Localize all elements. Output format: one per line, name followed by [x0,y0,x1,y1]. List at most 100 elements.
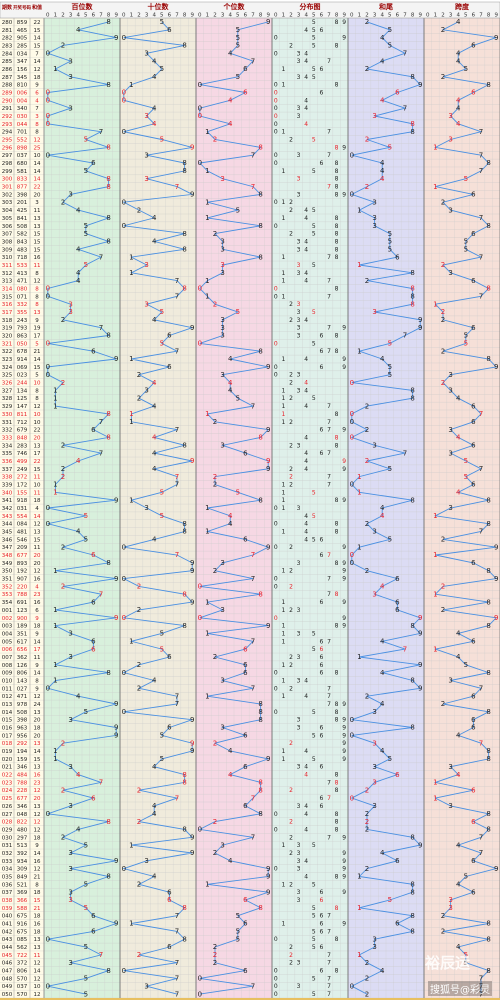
distribution-mark: 9 [342,873,346,880]
row-code: 499 [17,459,28,465]
trend-mark-2: 3 [220,238,224,246]
row-sum: 12 [34,404,41,410]
trend-mark-2: 7 [251,551,255,559]
trend-mark-3: 5 [388,26,392,34]
row-code: 085 [17,937,28,943]
row-code: 156 [17,67,28,73]
row-issue: 338 [2,475,13,481]
trend-mark-1: 8 [182,520,186,528]
row-sum: 11 [34,490,41,496]
trend-mark-4: 1 [433,183,437,191]
row-sum: 12 [34,867,41,873]
row-sum: 8 [35,388,39,394]
row-code: 978 [17,702,28,708]
trend-mark-4: 3 [448,426,452,434]
row-issue: 354 [2,600,13,606]
trend-mark-3: 2 [365,136,369,144]
trend-mark-3: 4 [380,512,385,520]
row-issue: 283 [2,43,13,49]
trend-mark-3: 4 [380,97,385,105]
row-issue: 028 [2,820,13,826]
row-sum: 17 [34,647,41,653]
distribution-mark: 4 [304,858,308,865]
row-sum: 14 [34,357,41,363]
header-digit: 8 [183,13,187,19]
trend-mark-4: 6 [471,230,476,238]
row-issue: 020 [2,757,13,763]
header-digit: 3 [297,13,301,19]
trend-mark-3: 0 [350,379,354,387]
trend-mark-4: 5 [464,873,468,881]
trend-mark-2: 5 [236,912,240,920]
trend-mark-2: 1 [205,630,209,638]
trend-mark-1: 7 [175,293,179,301]
trend-mark-0: 4 [76,771,81,779]
trend-mark-1: 7 [175,481,179,489]
distribution-mark: 3 [297,191,301,198]
distribution-mark: 9 [342,858,346,865]
trend-mark-2: 0 [198,826,202,834]
trend-mark-3: 9 [418,661,422,669]
header-digit: 9 [114,13,118,19]
distribution-mark: 1 [281,677,285,684]
distribution-mark: 8 [335,191,339,198]
row-issue: 342 [2,506,13,512]
trend-mark-1: 8 [182,245,186,253]
trend-mark-2: 9 [266,622,270,630]
row-code: 675 [17,929,28,935]
trend-mark-4: 7 [479,990,483,998]
distribution-mark: 2 [289,787,293,794]
distribution-mark: 3 [297,152,301,159]
row-issue: 306 [2,224,13,230]
row-sum: 13 [34,443,41,449]
trend-mark-3: 0 [350,982,354,990]
distribution-mark: 1 [281,599,285,606]
row-sum: 18 [34,624,41,630]
row-code: 345 [17,75,28,81]
distribution-mark: 6 [319,764,323,771]
trend-mark-3: 8 [410,300,414,308]
trend-mark-2: 3 [220,316,224,324]
trend-mark-2: 0 [198,975,202,983]
distribution-mark: 0 [274,152,278,159]
distribution-mark: 3 [297,262,301,269]
trend-mark-0: 5 [84,136,88,144]
distribution-mark: 5 [312,231,316,238]
row-code: 849 [17,874,28,880]
row-code: 521 [17,882,28,888]
trend-mark-0: 2 [61,583,65,591]
distribution-mark: 2 [289,419,293,426]
distribution-mark: 0 [274,576,278,583]
trend-mark-2: 0 [198,340,202,348]
trend-mark-0: 9 [114,732,118,740]
row-code: 465 [17,28,28,34]
distribution-mark: 3 [297,725,301,732]
trend-mark-1: 8 [182,622,186,630]
trend-mark-4: 9 [494,543,498,551]
trend-mark-0: 1 [53,677,57,685]
trend-mark-0: 5 [84,904,88,912]
trend-mark-4: 4 [456,630,461,638]
row-code: 677 [17,796,28,802]
distribution-mark: 1 [281,419,285,426]
row-sum: 20 [34,718,41,724]
trend-mark-4: 3 [448,677,452,685]
row-sum: 18 [34,890,41,896]
distribution-mark: 5 [312,513,316,520]
trend-mark-1: 9 [190,598,194,606]
row-issue: 041 [2,922,13,928]
row-issue: 003 [2,624,13,630]
distribution-mark: 4 [304,356,308,363]
trend-mark-0: 9 [114,575,118,583]
distribution-mark: 2 [289,481,293,488]
trend-mark-0: 5 [84,881,88,889]
trend-mark-3: 2 [365,818,369,826]
trend-mark-0: 8 [106,18,110,26]
distribution-mark: 4 [304,105,308,112]
trend-mark-0: 5 [84,943,88,951]
row-sum: 10 [34,153,41,159]
row-sum: 12 [34,961,41,967]
trend-mark-1: 8 [182,159,186,167]
distribution-mark: 2 [289,685,293,692]
row-code: 147 [17,404,28,410]
